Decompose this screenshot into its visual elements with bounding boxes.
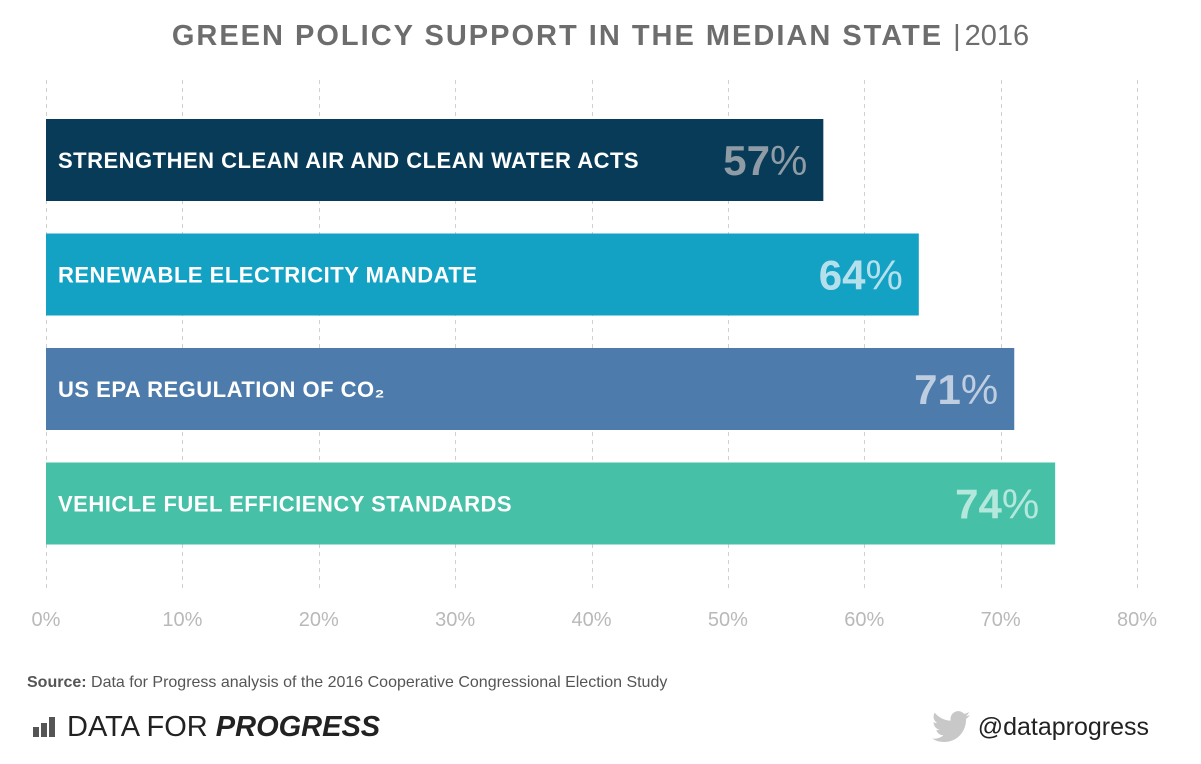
x-tick-label: 50% xyxy=(708,609,748,631)
bar-value-label: 57% xyxy=(723,137,807,184)
x-tick-label: 70% xyxy=(981,609,1021,631)
chart-title-main: GREEN POLICY SUPPORT IN THE MEDIAN STATE xyxy=(171,20,944,52)
x-tick-label: 60% xyxy=(844,609,884,631)
bar-value-label: 64% xyxy=(819,252,903,299)
bar-value-number: 57 xyxy=(723,137,770,184)
brand-name: DATA FOR PROGRESS xyxy=(67,711,380,744)
bar-value-number: 64 xyxy=(819,252,866,299)
source-label: Source: xyxy=(27,674,87,691)
brand-name-regular: DATA FOR xyxy=(67,710,216,743)
bar-value-label: 74% xyxy=(955,481,1039,528)
twitter-bird-icon xyxy=(931,711,970,743)
bar xyxy=(46,462,1056,545)
twitter-handle: @dataprogress xyxy=(931,707,1149,747)
bar-value-percent-sign: % xyxy=(1002,481,1039,528)
brand-name-bold: PROGRESS xyxy=(215,710,381,743)
x-tick-label: 80% xyxy=(1117,609,1157,631)
source-text: Data for Progress analysis of the 2016 C… xyxy=(91,674,668,691)
source-note: Source: Data for Progress analysis of th… xyxy=(27,674,667,692)
brand: DATA FOR PROGRESS xyxy=(33,707,380,747)
x-tick-label: 0% xyxy=(32,609,61,631)
bar-value-percent-sign: % xyxy=(770,137,807,184)
title-separator: | xyxy=(953,20,961,52)
bar xyxy=(46,233,919,316)
bar-value-percent-sign: % xyxy=(961,366,998,413)
bar-value-number: 74 xyxy=(955,481,1002,528)
bar-category-label: STRENGTHEN CLEAN AIR AND CLEAN WATER ACT… xyxy=(58,148,639,173)
x-tick-label: 20% xyxy=(299,609,339,631)
handle-text: @dataprogress xyxy=(977,712,1149,741)
bar xyxy=(46,348,1015,430)
x-tick-label: 30% xyxy=(435,609,475,631)
bar-chart: 0% 10% 20% 30% 40% 50% 60% 70% 80% STRENGTHEN CLE… xyxy=(32,80,1157,631)
x-tick-label: 10% xyxy=(162,609,202,631)
x-tick-label: 40% xyxy=(571,609,611,631)
bar-value-number: 71 xyxy=(914,366,961,413)
chart-title-year: 2016 xyxy=(964,20,1030,52)
bar xyxy=(46,119,824,201)
bar-value-percent-sign: % xyxy=(865,252,902,299)
bar-category-label: US EPA REGULATION OF CO₂ xyxy=(58,377,385,402)
bar-category-label: RENEWABLE ELECTRICITY MANDATE xyxy=(58,263,477,288)
bar-chart-logo-icon xyxy=(33,717,57,737)
bar-category-label: VEHICLE FUEL EFFICIENCY STANDARDS xyxy=(58,492,512,517)
bar-value-label: 71% xyxy=(914,366,998,413)
chart-title: GREEN POLICY SUPPORT IN THE MEDIAN STATE… xyxy=(0,20,1201,53)
